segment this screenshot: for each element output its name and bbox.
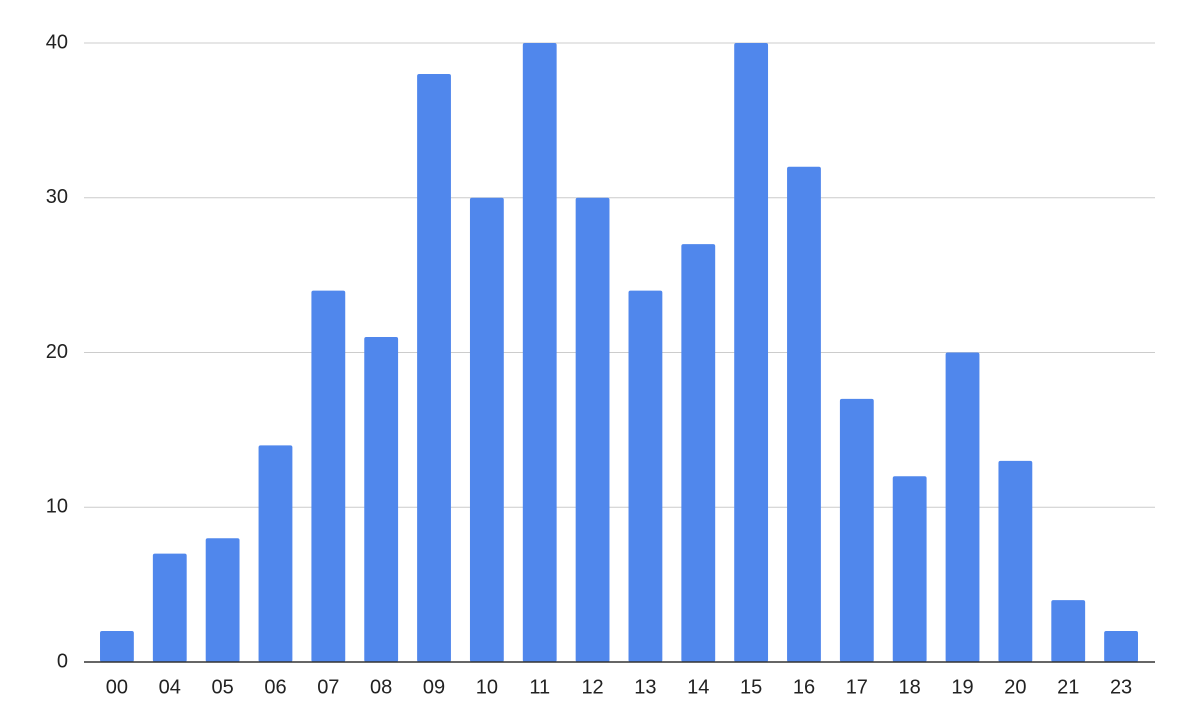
bar: [311, 290, 346, 662]
bar: [575, 197, 610, 662]
bar: [628, 290, 663, 662]
x-tick-label: 04: [159, 676, 181, 698]
y-tick-label: 30: [46, 186, 68, 208]
bar: [522, 43, 557, 662]
y-tick-label: 40: [46, 31, 68, 53]
bar: [417, 73, 451, 662]
bar: [205, 538, 240, 662]
bar: [258, 445, 293, 662]
x-tick-label: 12: [581, 676, 603, 698]
bar: [945, 352, 980, 662]
bar: [787, 166, 821, 663]
bar: [892, 476, 927, 662]
x-tick-label: 14: [687, 676, 709, 698]
bar: [364, 337, 399, 662]
bar: [1051, 600, 1086, 662]
y-tick-label: 10: [46, 496, 68, 518]
bar: [839, 398, 874, 662]
bar: [1104, 631, 1138, 662]
bar: [100, 631, 134, 662]
x-tick-label: 00: [106, 676, 128, 698]
x-tick-label: 13: [634, 676, 656, 698]
bar: [998, 460, 1033, 662]
x-tick-label: 19: [951, 676, 973, 698]
x-tick-label: 23: [1110, 676, 1132, 698]
x-tick-label: 16: [793, 676, 815, 698]
y-tick-label: 0: [57, 650, 68, 672]
x-tick-label: 06: [264, 676, 286, 698]
x-tick-label: 11: [529, 676, 550, 698]
x-tick-label: 09: [423, 676, 445, 698]
x-tick-label: 18: [899, 676, 921, 698]
y-tick-label: 20: [46, 341, 68, 363]
bar: [152, 553, 187, 662]
bar: [469, 197, 504, 662]
x-tick-label: 10: [476, 676, 498, 698]
bar: [734, 43, 769, 662]
x-tick-label: 21: [1057, 676, 1079, 698]
x-tick-label: 08: [370, 676, 392, 698]
x-tick-label: 15: [740, 676, 762, 698]
bar: [681, 244, 716, 663]
x-tick-label: 05: [212, 676, 234, 698]
x-tick-label: 20: [1004, 676, 1026, 698]
x-tick-label: 07: [317, 676, 339, 698]
x-tick-label: 17: [846, 676, 868, 698]
